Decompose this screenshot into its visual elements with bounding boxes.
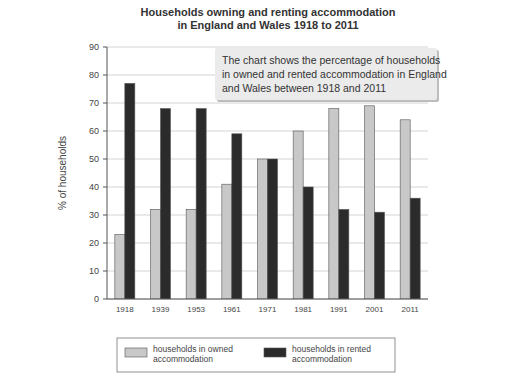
- y-tick-label: 80: [89, 70, 99, 80]
- x-axis: [107, 299, 428, 300]
- annotation-text: and Wales between 1918 and 2011: [222, 82, 386, 94]
- legend-label: households in rentedaccommodation: [292, 344, 371, 364]
- bar: [151, 209, 161, 299]
- bar: [196, 109, 206, 299]
- y-tick: [103, 75, 107, 76]
- bars: [115, 83, 420, 299]
- x-tick-label: 1961: [223, 305, 241, 314]
- bar: [375, 212, 385, 299]
- chart-root: Households owning and renting accommodat…: [0, 0, 512, 386]
- bar: [268, 159, 278, 299]
- y-tick-label: 60: [89, 126, 99, 136]
- x-tick-label: 2001: [366, 305, 384, 314]
- bar: [303, 187, 313, 299]
- bar: [339, 209, 349, 299]
- bar: [161, 109, 171, 299]
- grid-line: [107, 299, 428, 300]
- y-tick: [103, 271, 107, 272]
- y-axis: [107, 47, 108, 299]
- y-tick: [103, 159, 107, 160]
- annotation-text: The chart shows the percentage of househ…: [222, 54, 440, 66]
- y-tick: [103, 47, 107, 48]
- y-tick-label: 50: [89, 154, 99, 164]
- x-tick-label: 1939: [152, 305, 170, 314]
- bar: [293, 131, 303, 299]
- chart-title: in England and Wales 1918 to 2011: [177, 19, 358, 31]
- legend-box: [117, 338, 395, 372]
- y-tick: [103, 243, 107, 244]
- y-axis-label: % of households: [57, 136, 68, 210]
- bar: [186, 209, 196, 299]
- y-tick-label: 30: [89, 210, 99, 220]
- x-tick-label: 1991: [330, 305, 348, 314]
- x-tick-label: 1953: [187, 305, 205, 314]
- y-tick-label: 90: [89, 42, 99, 52]
- x-tick-label: 1971: [259, 305, 277, 314]
- bar: [258, 159, 268, 299]
- y-tick: [103, 187, 107, 188]
- bar: [329, 109, 339, 299]
- grid-line: [107, 47, 428, 48]
- x-tick-label: 1918: [116, 305, 134, 314]
- y-tick: [103, 131, 107, 132]
- x-tick-label: 1981: [294, 305, 312, 314]
- chart-title: Households owning and renting accommodat…: [141, 6, 396, 18]
- y-tick-label: 10: [89, 266, 99, 276]
- bar: [410, 198, 420, 299]
- bar: [115, 235, 125, 299]
- y-tick: [103, 103, 107, 104]
- y-tick-label: 20: [89, 238, 99, 248]
- annotation-text: in owned and rented accommodation in Eng…: [222, 68, 447, 80]
- bar: [125, 83, 135, 299]
- y-tick-label: 40: [89, 182, 99, 192]
- y-tick: [103, 299, 107, 300]
- grid-line: [107, 103, 428, 104]
- y-tick: [103, 215, 107, 216]
- bar: [222, 184, 232, 299]
- bar: [232, 134, 242, 299]
- grid-line: [107, 131, 428, 132]
- legend-swatch: [125, 348, 147, 357]
- bar: [365, 106, 375, 299]
- legend-swatch: [264, 348, 286, 357]
- y-tick-label: 70: [89, 98, 99, 108]
- bar: [400, 120, 410, 299]
- background: [0, 0, 512, 386]
- legend-label: households in ownedaccommodation: [153, 344, 233, 364]
- x-tick-label: 2011: [402, 305, 420, 314]
- y-tick-label: 0: [94, 294, 99, 304]
- chart-svg: Households owning and renting accommodat…: [0, 0, 512, 386]
